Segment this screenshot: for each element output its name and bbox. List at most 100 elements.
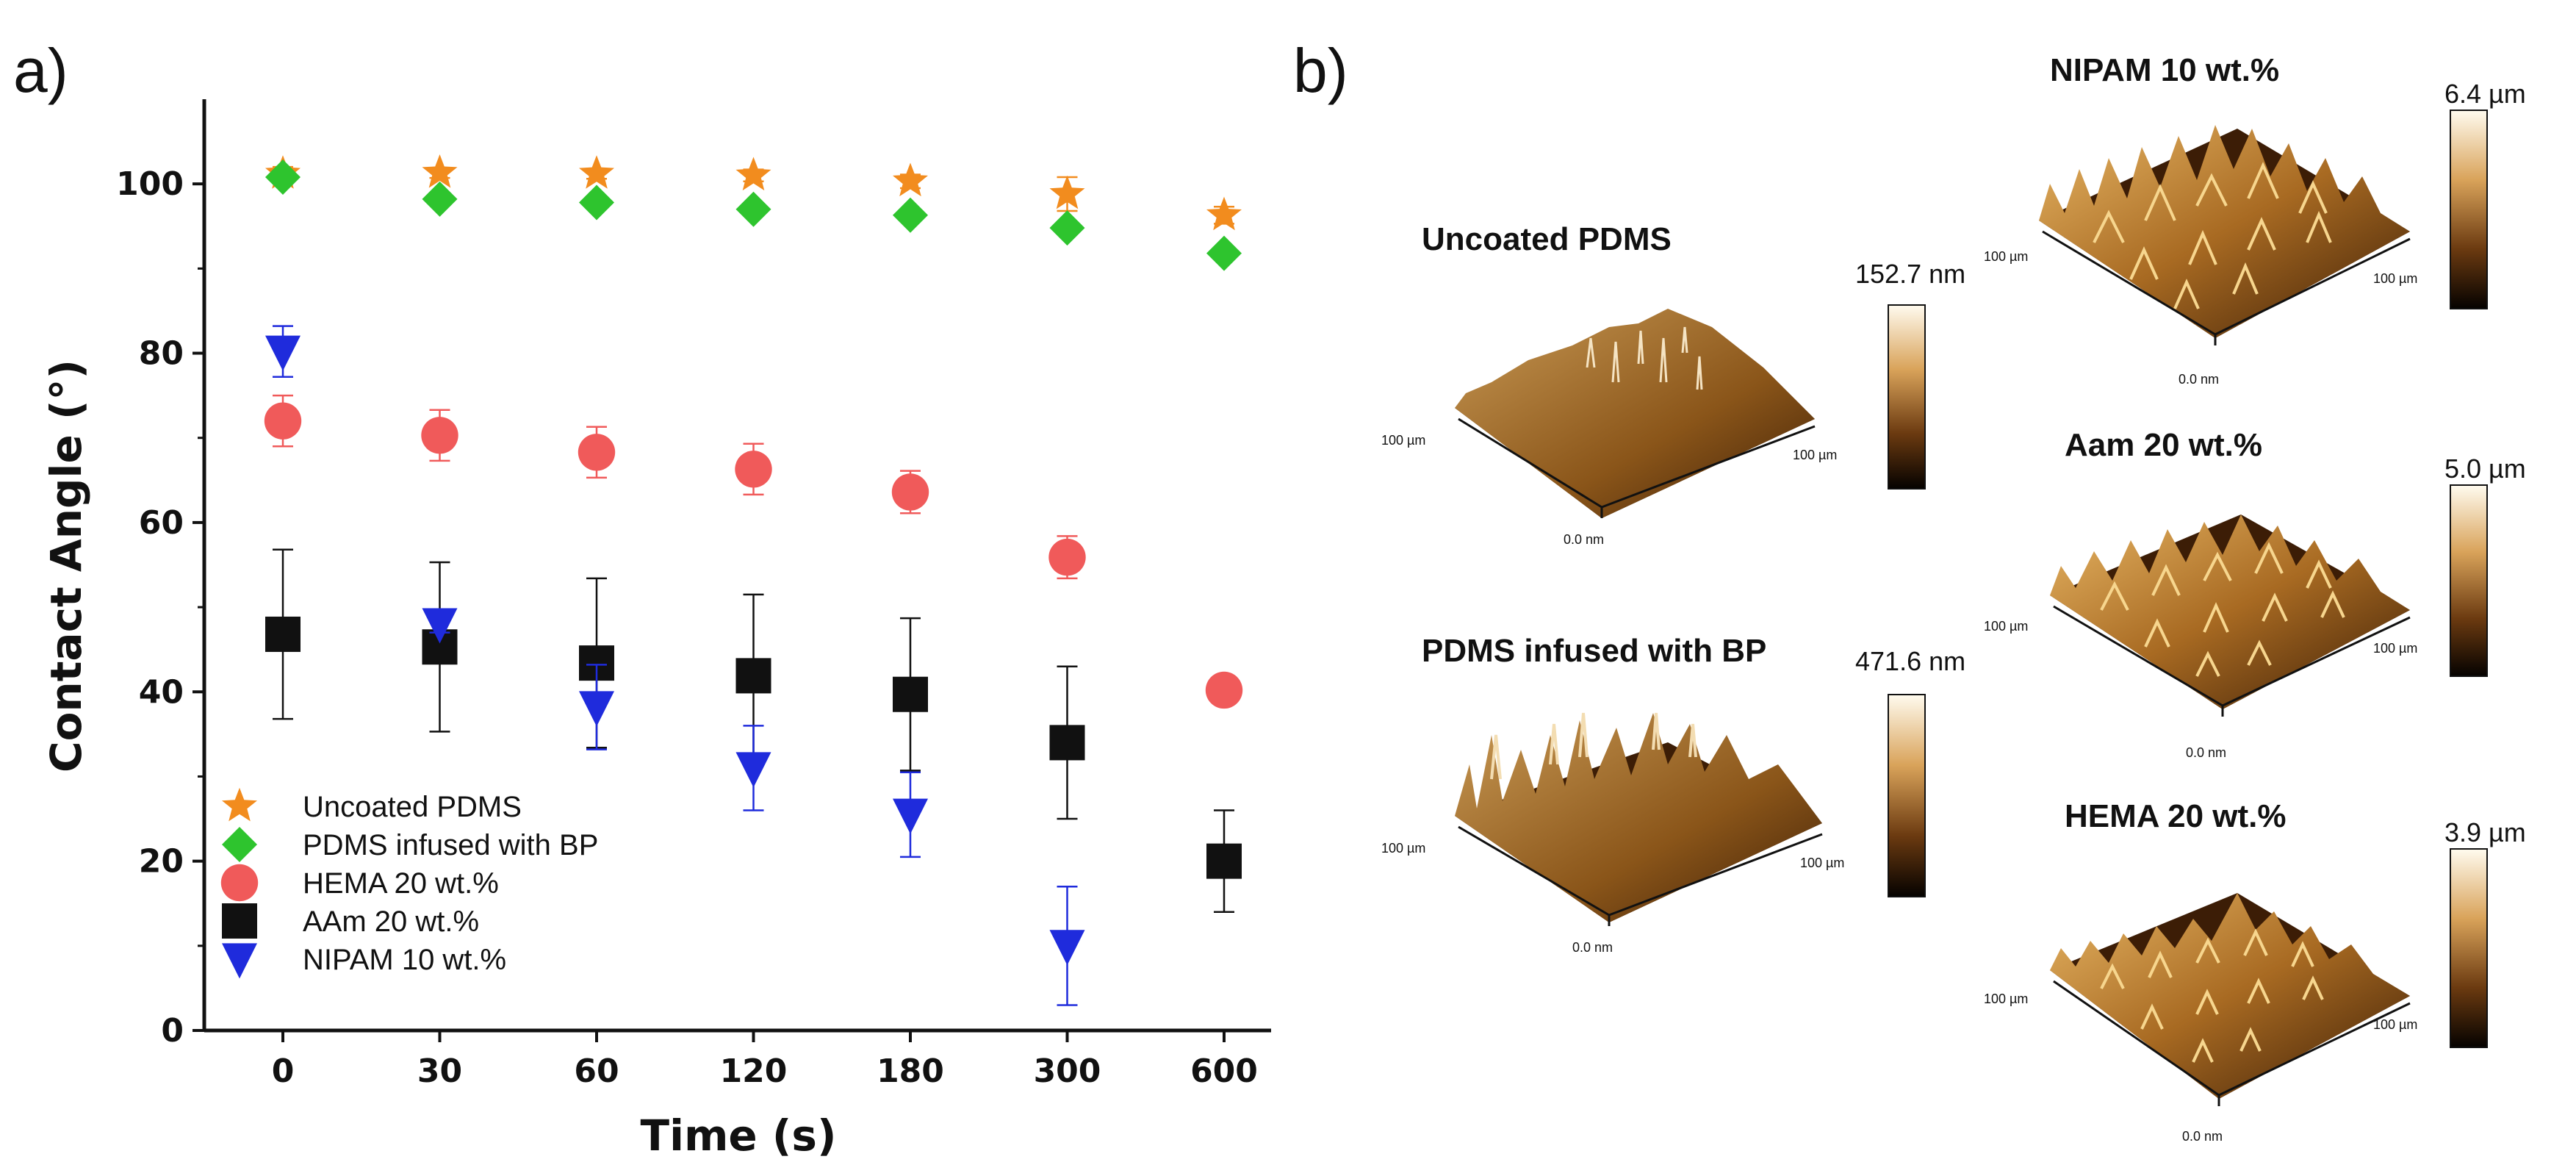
afm-label-right: 100 µm: [2373, 271, 2417, 286]
afm-uncoated-pdms: Uncoated PDMS 100 µm 100 µm 0.0 nm 152.7…: [1381, 221, 1965, 547]
afm-label-left: 100 µm: [1381, 433, 1425, 448]
data-point: [1049, 930, 1085, 966]
legend-marker: [222, 903, 257, 939]
chart-axes: [202, 99, 1271, 1033]
legend-label: Uncoated PDMS: [303, 791, 522, 823]
series-aam-20-wt-: [265, 548, 1242, 913]
data-point: [893, 676, 928, 712]
afm-peaks: [2100, 542, 2345, 677]
data-point: [735, 752, 771, 788]
x-ticks: 0 30 60 120 180 300 600: [272, 1030, 1258, 1090]
afm-title-uncoated-pdms: Uncoated PDMS: [1422, 221, 1672, 257]
afm-hema-20: HEMA 20 wt.% 100 µm 100 µm 0.0 nm 3.9 µm: [1984, 798, 2526, 1144]
data-point: [735, 191, 771, 227]
afm-surface-uncoated-pdms: [1455, 309, 1815, 518]
afm-title-aam: Aam 20 wt.%: [2065, 427, 2262, 463]
color-scale-bar: [2450, 484, 2488, 677]
legend-label: HEMA 20 wt.%: [303, 867, 499, 900]
series-pdms-infused-with-bp: [265, 159, 1242, 271]
y-tick-label: 80: [139, 335, 184, 373]
afm-peaks: [1490, 712, 1697, 780]
afm-axis-left: [1458, 825, 1610, 917]
data-point: [1049, 175, 1085, 209]
scale-max-uncoated-pdms: 152.7 nm: [1855, 259, 1965, 289]
afm-surface-pdms-infused-bp: [1455, 713, 1822, 922]
color-scale-bar: [2450, 110, 2488, 309]
x-tick-label: 120: [720, 1053, 788, 1090]
legend-marker: [220, 864, 259, 902]
afm-title-hema: HEMA 20 wt.%: [2065, 798, 2287, 834]
afm-label-right: 100 µm: [2373, 641, 2417, 656]
data-point: [735, 157, 771, 191]
data-point: [1205, 671, 1243, 709]
legend-label: NIPAM 10 wt.%: [303, 944, 506, 976]
x-tick-label: 60: [574, 1053, 619, 1090]
afm-label-bottom: 0.0 nm: [1572, 940, 1613, 955]
afm-axis-left: [2053, 980, 2220, 1097]
data-point: [1206, 235, 1242, 271]
afm-label-right: 100 µm: [1800, 856, 1844, 870]
afm-aam-20: Aam 20 wt.% 100 µm 100 µm 0.0 nm 5.0 µm: [1984, 427, 2526, 760]
afm-label-bottom: 0.0 nm: [2179, 372, 2219, 387]
data-point: [1049, 725, 1085, 761]
afm-label-left: 100 µm: [1984, 619, 2028, 634]
scale-max-pdms-infused-bp: 471.6 nm: [1855, 646, 1965, 676]
afm-peaks: [2093, 162, 2332, 309]
afm-nipam-10: NIPAM 10 wt.% 100 µm 100 µm 0.0 nm 6.4 µ…: [1984, 52, 2526, 387]
afm-label-bottom: 0.0 nm: [2182, 1129, 2223, 1144]
afm-axis-right: [2215, 237, 2411, 336]
series-nipam-10-wt-: [265, 325, 1085, 1006]
afm-label-right: 100 µm: [1793, 448, 1837, 462]
data-point: [579, 691, 614, 727]
legend-label: AAm 20 wt.%: [303, 906, 479, 938]
y-tick-label: 20: [139, 843, 184, 881]
x-axis-title: Time (s): [641, 1111, 837, 1161]
color-scale-bar: [1888, 304, 1926, 490]
afm-axis-right: [2222, 616, 2411, 707]
data-point: [265, 616, 301, 652]
data-point: [265, 335, 301, 371]
panel-label-b: b): [1293, 36, 1348, 105]
data-point: [422, 608, 458, 644]
y-tick-label: 60: [139, 504, 184, 542]
afm-label-bottom: 0.0 nm: [1564, 532, 1604, 547]
data-point: [891, 473, 929, 511]
legend-marker: [222, 827, 257, 862]
legend-label: PDMS infused with BP: [303, 829, 598, 861]
x-tick-label: 30: [417, 1053, 462, 1090]
x-tick-label: 0: [272, 1053, 295, 1090]
data-point: [735, 658, 771, 694]
x-tick-label: 600: [1190, 1053, 1258, 1090]
afm-label-bottom: 0.0 nm: [2186, 745, 2226, 760]
legend: Uncoated PDMS PDMS infused with BP HEMA 20…: [220, 787, 598, 979]
y-tick-label: 40: [139, 673, 184, 711]
contact-angle-chart: 0 20 40 60 80 100 0 30 60 120 180 300 600 Contact A…: [41, 99, 1271, 1161]
data-point: [579, 155, 614, 189]
y-ticks: 0 20 40 60 80 100: [116, 165, 204, 1050]
afm-title-nipam: NIPAM 10 wt.%: [2050, 52, 2279, 88]
afm-peaks: [1586, 326, 1703, 390]
data-point: [1048, 538, 1086, 576]
data-point: [893, 197, 928, 233]
series-hema-20-wt-: [264, 394, 1243, 709]
data-point: [1049, 210, 1085, 246]
afm-label-left: 100 µm: [1984, 992, 2028, 1006]
afm-axis-right: [1601, 425, 1816, 509]
afm-label-left: 100 µm: [1381, 841, 1425, 856]
afm-axis-left: [2042, 230, 2216, 336]
data-series: [264, 154, 1243, 1006]
afm-surface-nipam: [2039, 125, 2410, 338]
scale-max-nipam: 6.4 µm: [2444, 79, 2526, 109]
afm-label-left: 100 µm: [1984, 249, 2028, 264]
panel-label-a: a): [13, 36, 68, 105]
afm-label-right: 100 µm: [2373, 1017, 2417, 1032]
color-scale-bar: [1888, 694, 1926, 897]
color-scale-bar: [2450, 848, 2488, 1048]
afm-title-pdms-infused-bp: PDMS infused with BP: [1422, 633, 1766, 669]
data-point: [264, 402, 302, 440]
x-tick-label: 180: [877, 1053, 944, 1090]
x-tick-label: 300: [1034, 1053, 1101, 1090]
afm-peaks: [2100, 928, 2324, 1063]
data-point: [1206, 196, 1242, 231]
